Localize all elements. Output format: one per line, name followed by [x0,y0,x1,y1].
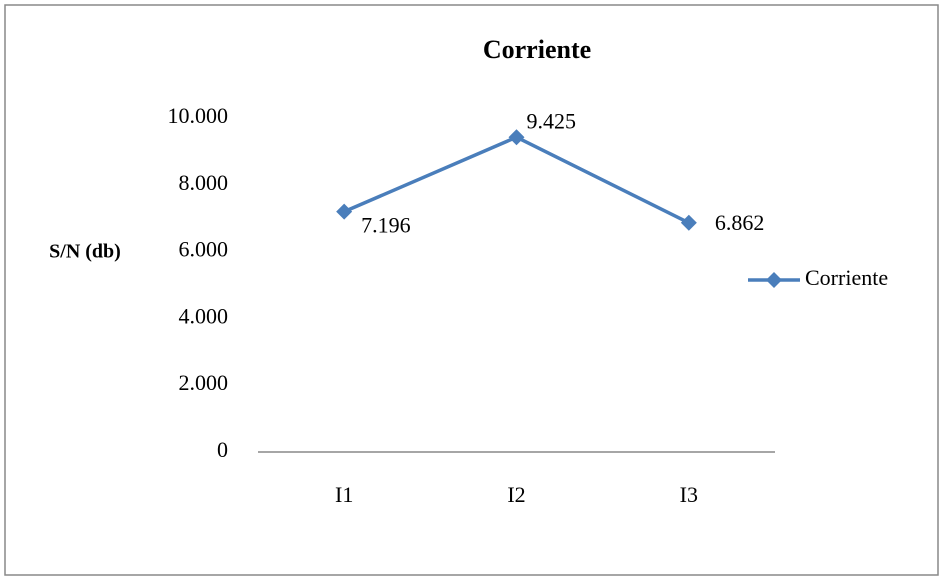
legend-label: Corriente [805,265,888,290]
y-tick-label: 2.000 [179,370,229,395]
y-tick-label: 10.000 [168,103,229,128]
data-point [680,214,697,231]
data-label: 6.862 [715,210,765,235]
data-label: 9.425 [527,108,577,133]
y-tick-label: 6.000 [179,237,229,262]
data-point [508,129,525,146]
x-tick-label: I1 [335,482,353,507]
data-point [336,203,353,220]
chart-title: Corriente [483,35,591,64]
chart-border [4,4,939,576]
x-tick-label: I2 [507,482,525,507]
data-label: 7.196 [361,213,411,238]
legend-marker [766,272,782,288]
y-tick-label: 8.000 [179,170,229,195]
x-tick-label: I3 [680,482,698,507]
y-tick-label: 4.000 [179,303,229,328]
y-axis-label: S/N (db) [49,241,121,263]
y-tick-label: 0 [217,437,228,462]
